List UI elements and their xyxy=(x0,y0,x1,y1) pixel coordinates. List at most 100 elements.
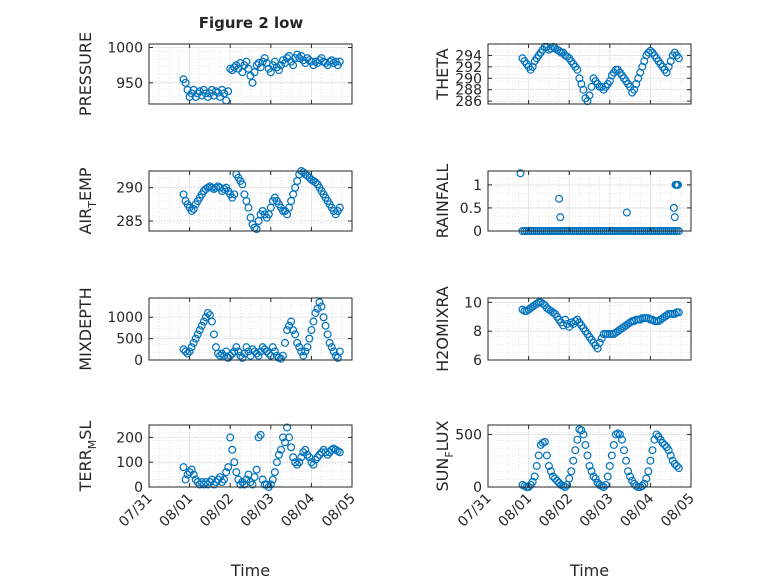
data-point xyxy=(555,194,564,203)
data-point xyxy=(278,351,287,360)
data-point xyxy=(646,456,655,465)
data-point xyxy=(187,207,196,216)
data-point xyxy=(585,461,594,470)
y-axis-label: RAINFALL xyxy=(433,164,452,239)
y-tick-label: 290 xyxy=(116,181,143,197)
data-point xyxy=(295,343,304,352)
data-point xyxy=(319,313,328,322)
data-point xyxy=(583,451,592,460)
data-point xyxy=(335,57,344,66)
y-tick-label: 0.5 xyxy=(460,201,482,217)
data-point xyxy=(226,433,235,442)
data-point xyxy=(595,338,604,347)
x-tick-label: 08/02 xyxy=(536,491,576,531)
data-point xyxy=(191,334,200,343)
data-point xyxy=(242,475,251,484)
data-point xyxy=(333,447,342,456)
data-point xyxy=(183,349,192,358)
data-point xyxy=(622,208,631,217)
data-point xyxy=(565,474,574,483)
data-point xyxy=(311,57,320,66)
y-tick-label: 100 xyxy=(116,455,143,471)
data-point xyxy=(299,448,308,457)
data-point xyxy=(195,326,204,335)
y-tick-label: 200 xyxy=(116,430,143,446)
y-tick-label: 500 xyxy=(116,332,143,348)
data-point xyxy=(573,435,582,444)
data-point xyxy=(287,317,296,326)
data-point xyxy=(254,59,263,68)
data-point xyxy=(278,433,287,442)
axes-box xyxy=(148,170,353,232)
data-point xyxy=(540,437,549,446)
chart-panel-4: 0 0.5 1 RAINFALL xyxy=(433,164,692,240)
data-point xyxy=(563,52,572,61)
x-tick-label: 08/03 xyxy=(238,491,278,531)
data-point xyxy=(327,343,336,352)
x-tick-label: 08/05 xyxy=(658,491,698,531)
axes-box xyxy=(148,297,353,361)
data-point xyxy=(615,430,624,439)
data-point xyxy=(216,473,225,482)
data-point xyxy=(297,347,306,356)
data-point xyxy=(301,347,310,356)
data-point xyxy=(548,308,557,317)
data-point xyxy=(262,347,271,356)
y-tick-label: 10 xyxy=(464,295,482,311)
data-point xyxy=(670,459,679,468)
data-point xyxy=(674,464,683,473)
data-point xyxy=(250,473,259,482)
y-tick-label: 285 xyxy=(116,214,143,230)
y-tick-label: 0 xyxy=(473,224,482,240)
data-point xyxy=(256,347,265,356)
data-point xyxy=(222,468,231,477)
y-axis-label: H2OMIXRA xyxy=(433,286,452,372)
data-point xyxy=(585,91,594,100)
data-point xyxy=(201,313,210,322)
data-point xyxy=(622,456,631,465)
data-point xyxy=(307,175,316,184)
data-point xyxy=(238,353,247,362)
data-point xyxy=(238,478,247,487)
chart-panel-6: 6 8 10 H2OMIXRA xyxy=(433,286,692,372)
data-point xyxy=(591,474,600,483)
data-point xyxy=(254,351,263,360)
data-point xyxy=(309,460,318,469)
data-point xyxy=(218,349,227,358)
data-point xyxy=(325,57,334,66)
data-point xyxy=(224,353,233,362)
data-point xyxy=(220,351,229,360)
axes-box xyxy=(487,297,692,361)
chart-panel-5: 0 500 1000 MIXDEPTH xyxy=(76,287,353,371)
data-point xyxy=(579,430,588,439)
data-point xyxy=(209,480,218,489)
data-point xyxy=(285,321,294,330)
data-point xyxy=(189,205,198,214)
data-point xyxy=(609,440,618,449)
x-tick-label: 08/04 xyxy=(278,490,318,530)
data-point xyxy=(181,78,190,87)
y-tick-label: 1000 xyxy=(107,310,143,326)
data-point xyxy=(323,330,332,339)
data-point xyxy=(538,299,547,308)
x-axis-label: Time xyxy=(569,561,609,580)
data-point xyxy=(303,343,312,352)
data-point xyxy=(220,475,229,484)
data-point xyxy=(291,330,300,339)
data-point xyxy=(303,450,312,459)
data-point xyxy=(666,451,675,460)
data-point xyxy=(283,423,292,432)
data-point xyxy=(648,446,657,455)
x-tick-label: 08/05 xyxy=(319,491,359,531)
x-tick-label: 08/03 xyxy=(577,491,617,531)
data-point xyxy=(670,213,679,222)
data-point xyxy=(571,317,580,326)
data-point xyxy=(230,63,239,72)
data-point xyxy=(573,65,582,74)
data-point xyxy=(285,433,294,442)
data-point xyxy=(205,478,214,487)
data-point xyxy=(266,68,275,77)
data-point xyxy=(214,475,223,484)
data-point xyxy=(209,330,218,339)
y-axis-label: SUNFLUX xyxy=(433,420,456,491)
